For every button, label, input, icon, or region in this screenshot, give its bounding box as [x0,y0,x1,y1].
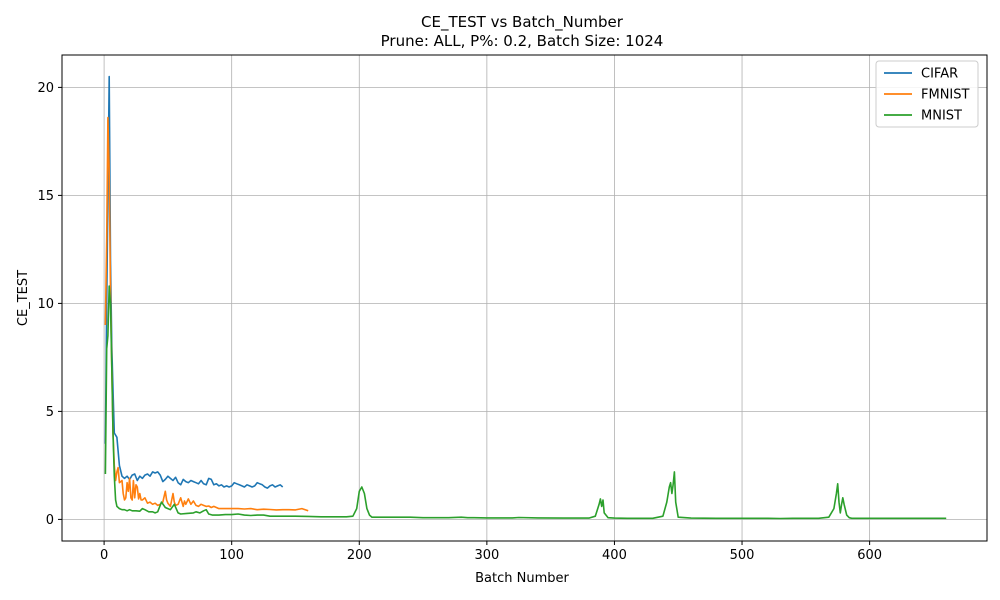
y-tick-label: 0 [46,513,54,528]
x-tick-label: 300 [474,548,499,563]
x-tick-label: 100 [219,548,244,563]
y-tick-label: 20 [37,81,54,96]
axis-ticks: 0 100 200 300 400 500 600 0 5 10 15 20 [37,81,882,563]
legend-label-fmnist: FMNIST [921,88,970,103]
legend-label-cifar: CIFAR [921,67,958,82]
plot-area-frame [61,54,988,542]
chart-subtitle: Prune: ALL, P%: 0.2, Batch Size: 1024 [381,32,664,50]
x-tick-label: 400 [602,548,627,563]
legend-box [875,60,979,128]
series-lines [104,75,947,520]
chart-title: CE_TEST vs Batch_Number [421,13,624,32]
series-line-cifar [104,75,284,489]
x-tick-label: 600 [857,548,882,563]
x-tick-label: 500 [730,548,755,563]
series-line-fmnist [104,116,309,512]
series-line-mnist [104,285,947,520]
x-tick-label: 0 [100,548,108,563]
grid [62,55,987,541]
y-tick-label: 10 [37,297,54,312]
y-tick-label: 15 [37,189,54,204]
y-axis-label: CE_TEST [16,270,31,326]
legend-label-mnist: MNIST [921,109,962,124]
legend: CIFAR FMNIST MNIST [875,60,979,128]
x-axis-label: Batch Number [475,571,569,586]
y-tick-label: 5 [46,405,54,420]
x-tick-label: 200 [347,548,372,563]
